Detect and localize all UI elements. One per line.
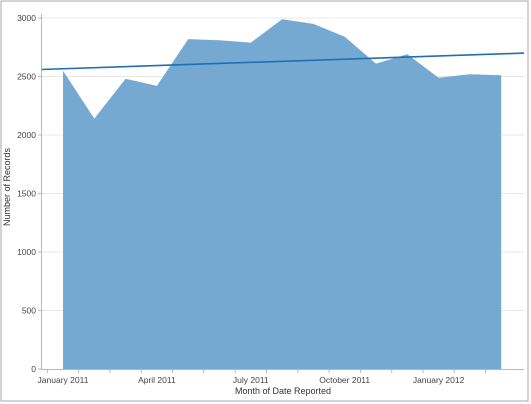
y-tick-label: 500 [22,306,36,316]
x-axis-ticks: January 2011 April 2011 July 2011 October 2… [38,369,487,385]
y-axis-title: Number of Records [2,147,12,226]
x-tick-label: January 2011 [38,375,89,385]
y-tick-label: 1000 [17,247,36,257]
y-axis-ticks: 0 500 1000 1500 2000 2500 3000 [17,13,41,374]
y-tick-label: 2500 [17,72,36,82]
trend-line [40,52,525,71]
x-tick-label: July 2011 [233,375,269,385]
x-tick-label: April 2011 [138,375,176,385]
y-tick-label: 2000 [17,130,36,140]
x-tick-label: January 2012 [413,375,465,385]
series-area [63,19,502,369]
x-axis-title: Month of Date Reported [235,386,331,396]
y-tick-label: 1500 [17,189,36,199]
x-tick-label: October 2011 [319,375,370,385]
area-series [63,19,502,369]
trend-line-group [40,52,525,71]
y-tick-label: 0 [31,364,36,374]
y-tick-label: 3000 [17,13,36,23]
